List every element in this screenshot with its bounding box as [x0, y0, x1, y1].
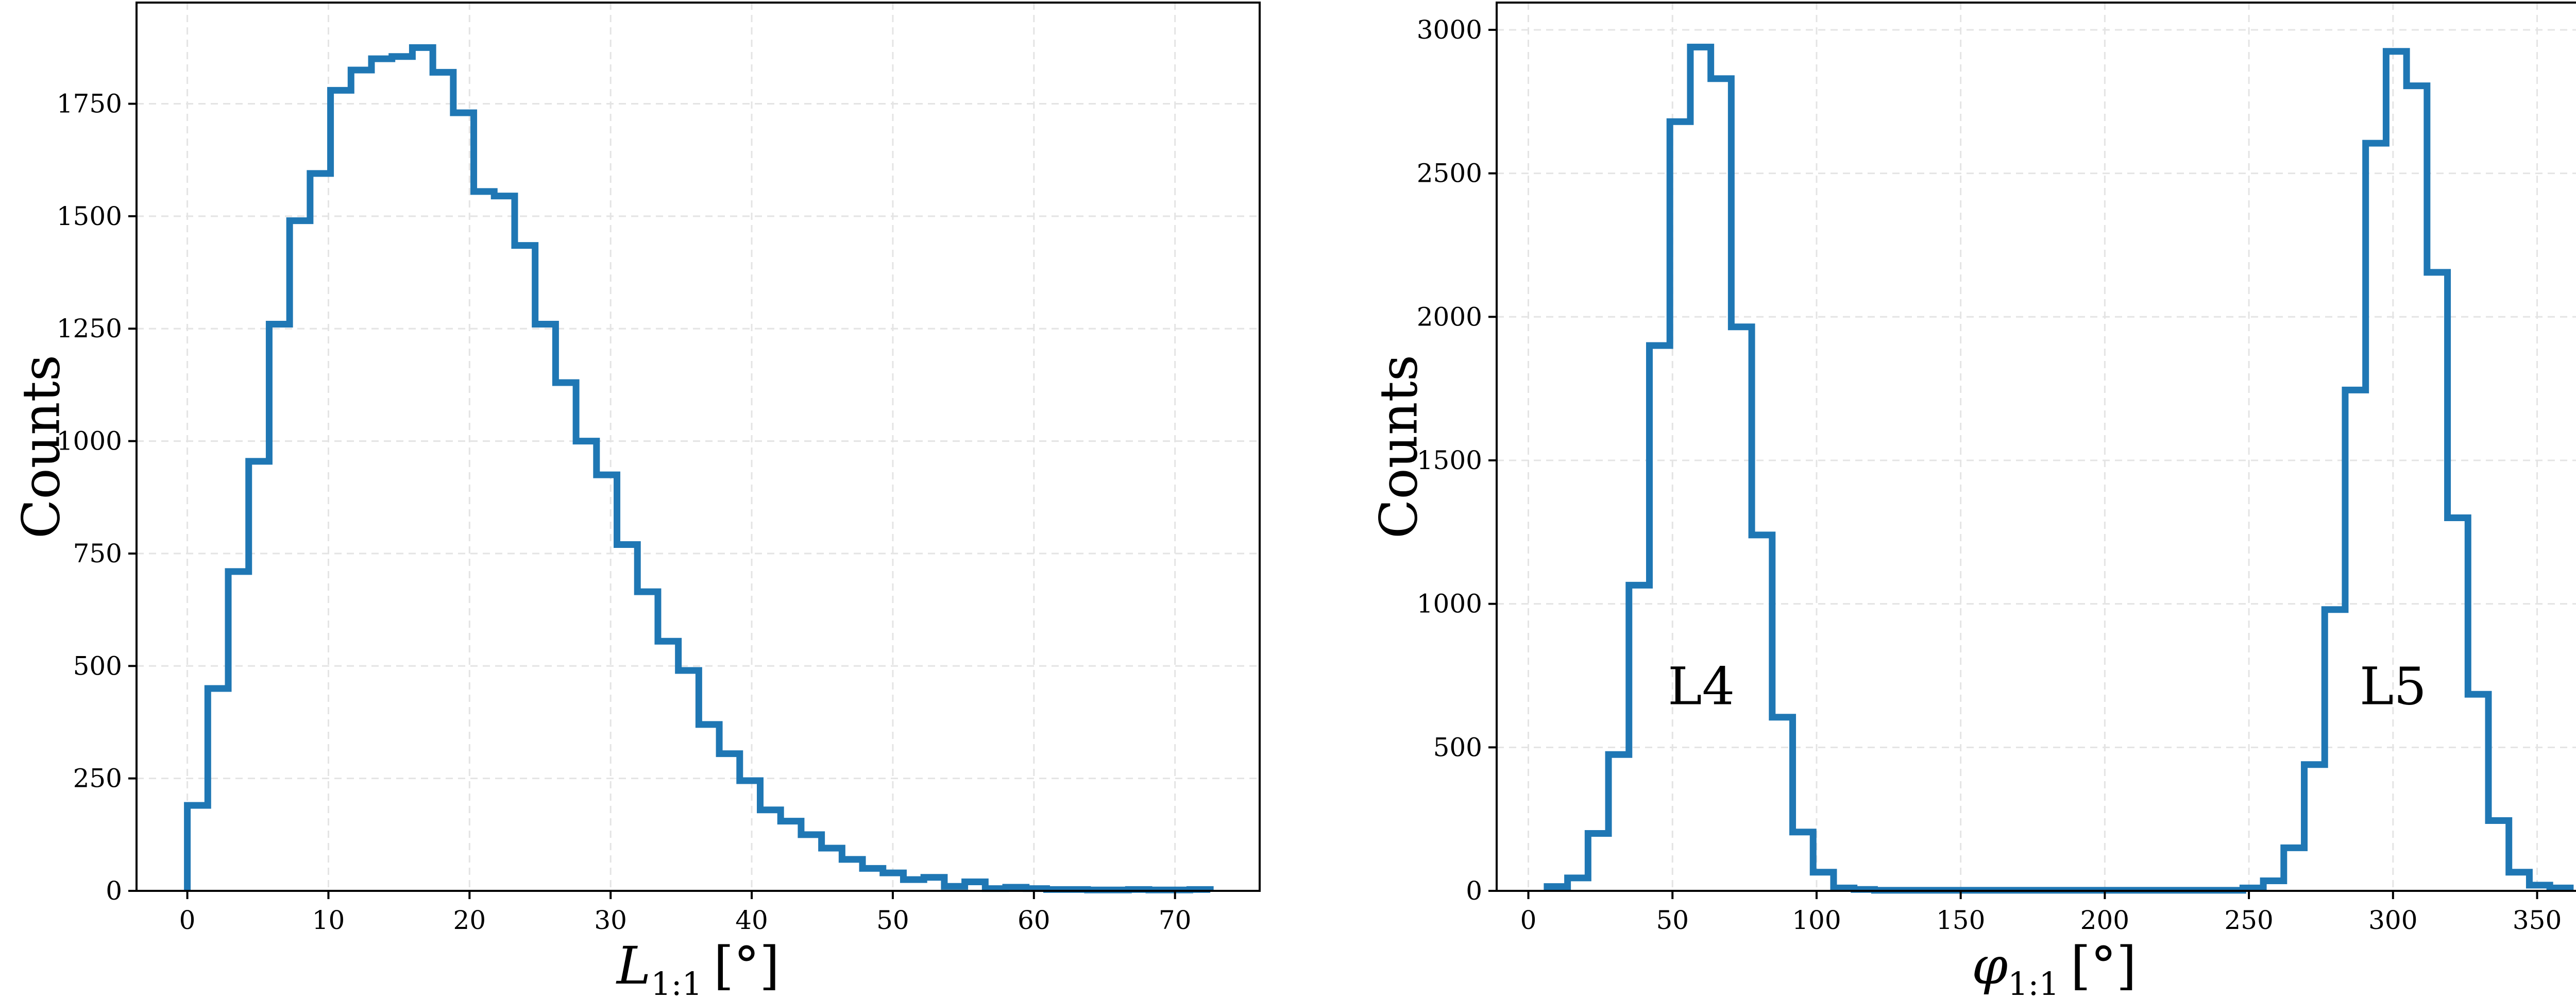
right-x-tick-label-4: 200: [2080, 905, 2129, 935]
left-x-tick-label-1: 10: [312, 905, 345, 935]
right-y-tick-label-3: 1500: [1417, 445, 1482, 475]
right-histogram-panel: 0 50 100 150 200 250 300 350 0 500 1000 1500 2000 250…: [1369, 2, 2576, 999]
right-annotation-l5: L5: [2360, 657, 2427, 717]
right-x-tick-label-3: 150: [1936, 905, 1985, 935]
left-histogram-panel: 0 10 20 30 40 50 60 70 0 250 500 750 1000 1250 1500 175…: [11, 2, 1261, 999]
right-axes-frame: [1496, 2, 2576, 892]
left-y-tick-label-1: 250: [73, 764, 122, 794]
right-x-axis-label: φ1:1 [°]: [1972, 936, 2137, 999]
left-y-tick-label-3: 750: [73, 539, 122, 569]
right-x-axis-symbol: φ: [1972, 936, 2008, 996]
right-y-tick-label-1: 500: [1433, 732, 1482, 762]
right-y-tick-label-6: 3000: [1417, 15, 1482, 45]
left-x-axis-label: L1:1 [°]: [616, 936, 779, 999]
left-ticks: 0 10 20 30 40 50 60 70 0 250 500 750 1000 1250 1500 175…: [57, 89, 1192, 935]
left-y-tick-label-5: 1250: [57, 314, 122, 343]
right-x-tick-label-2: 100: [1792, 905, 1841, 935]
right-x-tick-label-6: 300: [2368, 905, 2417, 935]
right-y-tick-label-4: 2000: [1417, 302, 1482, 332]
left-x-axis-symbol: L: [616, 936, 651, 996]
left-x-axis-subscript: 1:1: [651, 965, 702, 999]
left-x-tick-label-5: 50: [876, 905, 909, 935]
left-axes-frame: [135, 2, 1261, 892]
right-x-axis-subscript: 1:1: [2008, 965, 2059, 999]
right-y-tick-label-2: 1000: [1417, 589, 1482, 619]
left-y-tick-label-7: 1750: [57, 89, 122, 119]
right-y-tick-label-5: 2500: [1417, 159, 1482, 188]
left-x-tick-label-6: 60: [1018, 905, 1050, 935]
left-x-axis-unit: [°]: [714, 936, 779, 996]
left-y-axis-label: Counts: [11, 355, 72, 539]
left-histogram-step-line: [184, 44, 1214, 893]
right-annotation-l4: L4: [1668, 657, 1735, 717]
right-annotations: L4 L5: [1668, 657, 2427, 717]
left-grid: [137, 3, 1260, 892]
right-x-axis-unit: [°]: [2071, 936, 2137, 996]
right-ticks: 0 50 100 150 200 250 300 350 0 500 1000 1500 2000 250…: [1417, 15, 2562, 935]
right-x-tick-label-1: 50: [1656, 905, 1689, 935]
left-y-tick-label-2: 500: [73, 651, 122, 681]
right-x-tick-label-7: 350: [2513, 905, 2562, 935]
left-x-tick-label-0: 0: [179, 905, 196, 935]
left-x-tick-label-3: 30: [594, 905, 627, 935]
left-x-tick-label-7: 70: [1159, 905, 1192, 935]
left-y-tick-label-0: 0: [106, 876, 122, 906]
right-y-axis-label: Counts: [1369, 355, 1429, 539]
left-y-tick-label-6: 1500: [57, 201, 122, 231]
right-x-tick-label-0: 0: [1520, 905, 1537, 935]
right-x-tick-label-5: 250: [2224, 905, 2273, 935]
left-x-tick-label-4: 40: [735, 905, 768, 935]
right-y-tick-label-0: 0: [1466, 876, 1482, 906]
left-x-tick-label-2: 20: [453, 905, 486, 935]
left-y-tick-label-4: 1000: [57, 426, 122, 456]
